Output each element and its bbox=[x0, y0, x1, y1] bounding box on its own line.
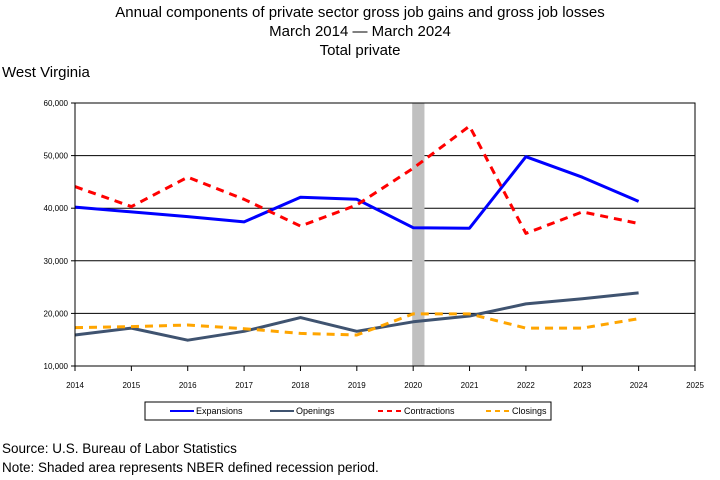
plot-frame bbox=[74, 102, 696, 367]
y-tick-label: 50,000 bbox=[44, 152, 69, 161]
recession-band bbox=[412, 103, 425, 366]
y-tick-label: 40,000 bbox=[44, 204, 69, 213]
legend: Expansions Openings Contractions Closings bbox=[144, 401, 552, 421]
legend-label-closings: Closings bbox=[512, 406, 547, 416]
series-line-closings bbox=[74, 312, 639, 337]
chart-subtitle-industry: Total private bbox=[319, 42, 401, 59]
y-tick-label: 30,000 bbox=[44, 257, 69, 266]
x-tick-label: 2023 bbox=[573, 381, 591, 390]
legend-box bbox=[144, 401, 552, 421]
recession-note: Note: Shaded area represents NBER define… bbox=[2, 460, 379, 475]
state-label: West Virginia bbox=[2, 64, 90, 81]
legend-label-expansions: Expansions bbox=[196, 406, 243, 416]
x-tick-label: 2021 bbox=[461, 381, 479, 390]
chart-title: Annual components of private sector gros… bbox=[115, 4, 605, 21]
grid-lines bbox=[75, 155, 695, 314]
x-tick-label: 2017 bbox=[235, 381, 253, 390]
source-note: Source: U.S. Bureau of Labor Statistics bbox=[2, 441, 237, 456]
series-line-openings bbox=[74, 291, 639, 342]
legend-label-openings: Openings bbox=[296, 406, 335, 416]
x-tick-label: 2022 bbox=[517, 381, 535, 390]
y-axis: 10,000 20,000 30,000 40,000 50,000 60,000 bbox=[44, 99, 75, 371]
x-tick-label: 2020 bbox=[404, 381, 422, 390]
chart-subtitle-period: March 2014 — March 2024 bbox=[269, 23, 451, 40]
x-tick-label: 2014 bbox=[66, 381, 84, 390]
legend-label-contractions: Contractions bbox=[404, 406, 455, 416]
x-tick-label: 2018 bbox=[292, 381, 310, 390]
series-lines bbox=[74, 124, 640, 342]
recession-shading bbox=[412, 103, 425, 366]
x-tick-label: 2016 bbox=[179, 381, 197, 390]
x-tick-label: 2025 bbox=[686, 381, 704, 390]
x-tick-label: 2024 bbox=[630, 381, 648, 390]
series-line-expansions bbox=[74, 155, 640, 230]
y-tick-label: 60,000 bbox=[44, 99, 69, 108]
y-tick-label: 10,000 bbox=[44, 362, 69, 371]
x-axis: 2014 2015 2016 2017 2018 2019 2020 2021 2022 2023… bbox=[66, 366, 704, 390]
series-line-contractions bbox=[74, 124, 639, 235]
y-tick-label: 20,000 bbox=[44, 309, 69, 318]
x-tick-label: 2015 bbox=[122, 381, 140, 390]
x-tick-label: 2019 bbox=[348, 381, 366, 390]
